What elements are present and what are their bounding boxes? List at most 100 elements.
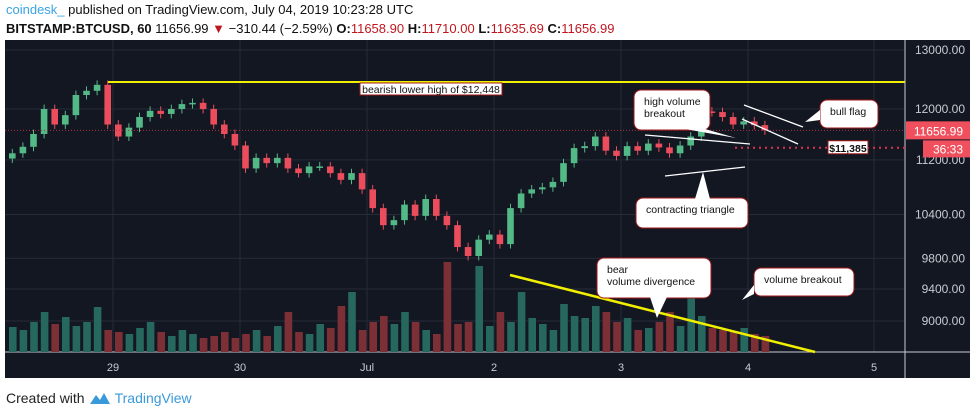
volume-bar [51,324,59,352]
candle [602,136,610,151]
callout-volume-box [753,267,855,297]
volume-bar [761,336,770,352]
support-label: $11,385 [829,143,867,155]
volume-bar [284,312,293,352]
candle [327,166,334,174]
candle [539,187,546,190]
candle [687,136,694,146]
candle [72,94,80,116]
candle [157,110,164,114]
publish-info: published on TradingView.com, July 04, 2… [68,2,414,17]
volume-bar [242,334,250,352]
tradingview-brand[interactable]: TradingView [114,390,192,406]
publish-line: coindesk_ published on TradingView.com, … [6,2,413,17]
callout-triangle-box [635,197,749,229]
volume-bar [274,326,282,352]
support-label-box [827,140,869,155]
candle [708,111,716,113]
volume-bar [146,322,155,352]
candle [634,146,641,151]
volume-bar [231,338,240,352]
candle [761,125,769,131]
candle [740,121,747,125]
y-tick-label: 10400.00 [915,207,965,221]
volume-bar [634,330,642,352]
volume-bar [295,332,303,352]
callout-volume-tail [742,285,754,300]
volume-bar [72,326,81,352]
low-label: L: [478,21,491,36]
open-value: 11658.90 [350,21,405,36]
pattern-trendline [741,118,799,145]
y-tick-label: 9800.00 [922,251,966,265]
volume-bar [443,262,452,352]
price-chart[interactable]: 29 30 Jul 2 3 4 513000.0012000.0011200.0010400… [5,40,971,380]
candle [210,108,217,125]
last-price: 11656.99 [155,21,209,36]
x-tick-label: 4 [745,362,751,374]
volume-bar [729,332,738,352]
volume-bar [698,316,706,352]
volume-bar [645,328,653,352]
volume-bar [337,306,346,352]
candle [83,90,90,95]
volume-bar [348,292,356,352]
volume-bar [507,322,515,352]
volume-bar [30,322,38,352]
change: −310.44 (−2.59%) [228,21,333,36]
resistance-label-box [359,82,503,96]
volume-bar [751,334,759,352]
pattern-trendline [644,134,751,145]
last-price-label: 11656.99 [914,124,963,138]
volume-bar [517,292,526,352]
volume-bar [708,328,717,352]
candle [284,157,292,169]
x-tick-label: 29 [107,362,119,374]
candle [93,84,101,91]
y-tick-label: 12000.00 [915,102,965,116]
callout-breakout-text: high volume [644,96,701,108]
volume-bar [327,328,335,352]
candle [189,102,196,105]
candle [316,166,323,168]
volume-bar [380,316,388,352]
candle [390,220,398,226]
pattern-trendline [743,104,804,128]
author-link[interactable]: coindesk_ [6,2,65,17]
candle [115,124,122,137]
candle [464,247,472,256]
candle [676,145,684,154]
candle [19,146,27,154]
callout-triangle-tail [695,172,710,199]
candle [623,146,631,156]
volume-bar [602,312,611,352]
volume-bar [570,316,579,352]
volume-bar [740,328,748,352]
volume-bar [93,307,102,352]
candle [146,110,154,118]
candle [51,108,58,125]
candle [570,148,578,164]
callout-divergence-text: volume divergence [607,276,695,288]
callout-breakout-text: breakout [644,108,685,120]
volume-bar [358,330,367,352]
volume-bar [9,327,17,352]
volume-bar [305,334,314,352]
callout-breakout-box [633,89,711,131]
candle [125,127,133,137]
pattern-trendline [664,166,746,177]
candle [655,143,663,148]
volume-bar [199,338,208,352]
candle [645,143,652,151]
candle [348,173,355,180]
volume-bar [168,336,176,352]
callout-divergence-text: bear [607,264,629,276]
footer-text: Created with [6,390,85,406]
close-value: 11656.99 [561,21,615,36]
candle [274,157,281,164]
volume-bar [454,324,462,352]
candle [168,108,175,114]
open-label: O: [336,21,351,36]
volume-bar [719,330,727,352]
volume-bar [136,328,144,352]
